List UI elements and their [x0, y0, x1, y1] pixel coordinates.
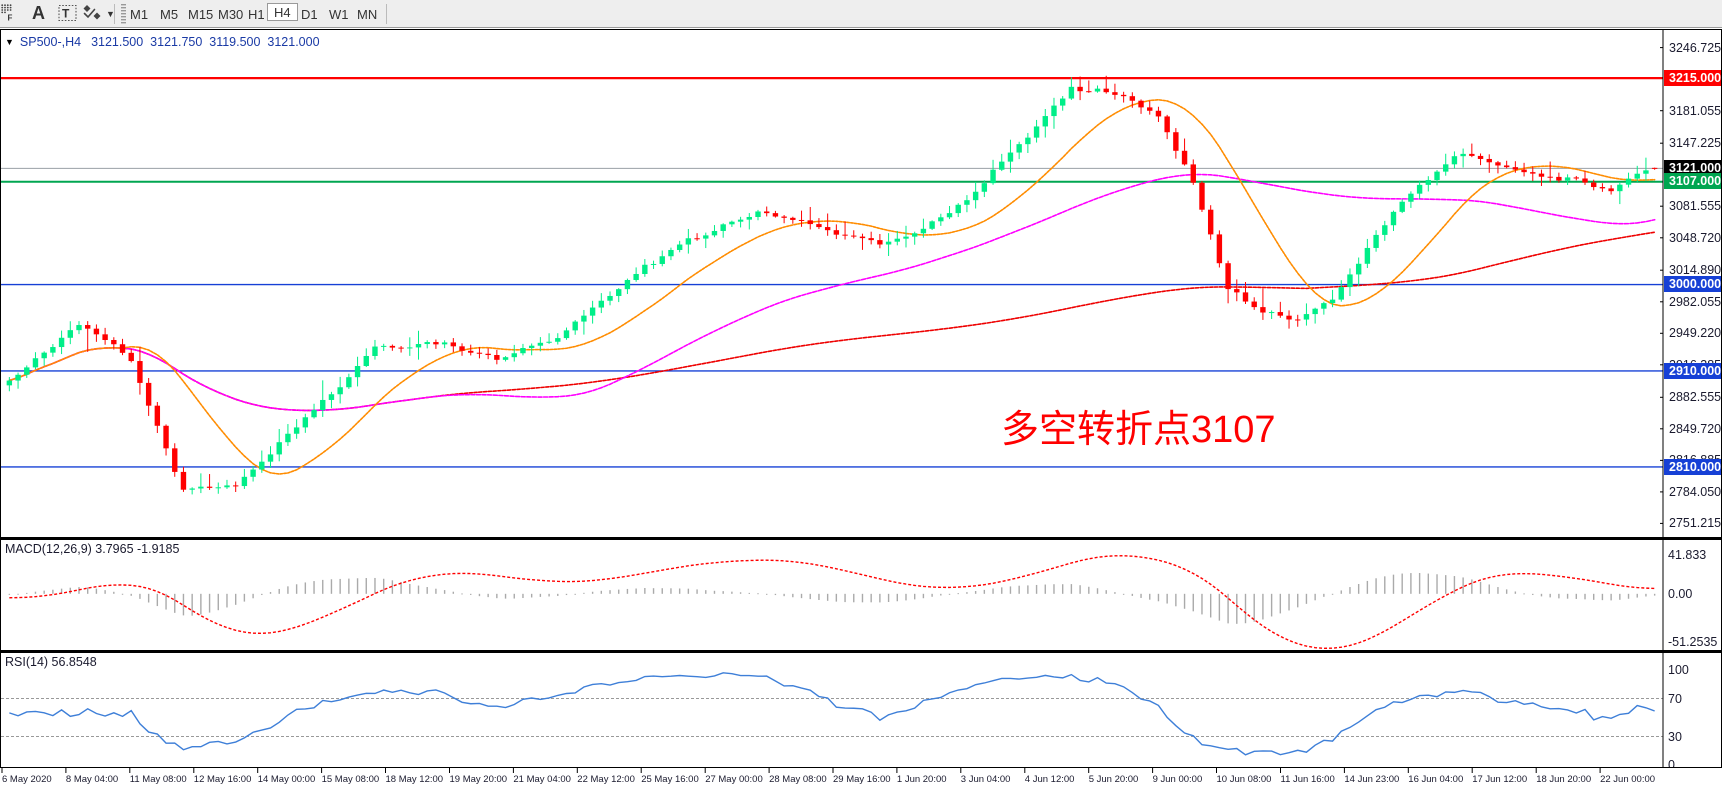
svg-text:F: F: [8, 14, 13, 23]
svg-text:T: T: [62, 7, 70, 21]
